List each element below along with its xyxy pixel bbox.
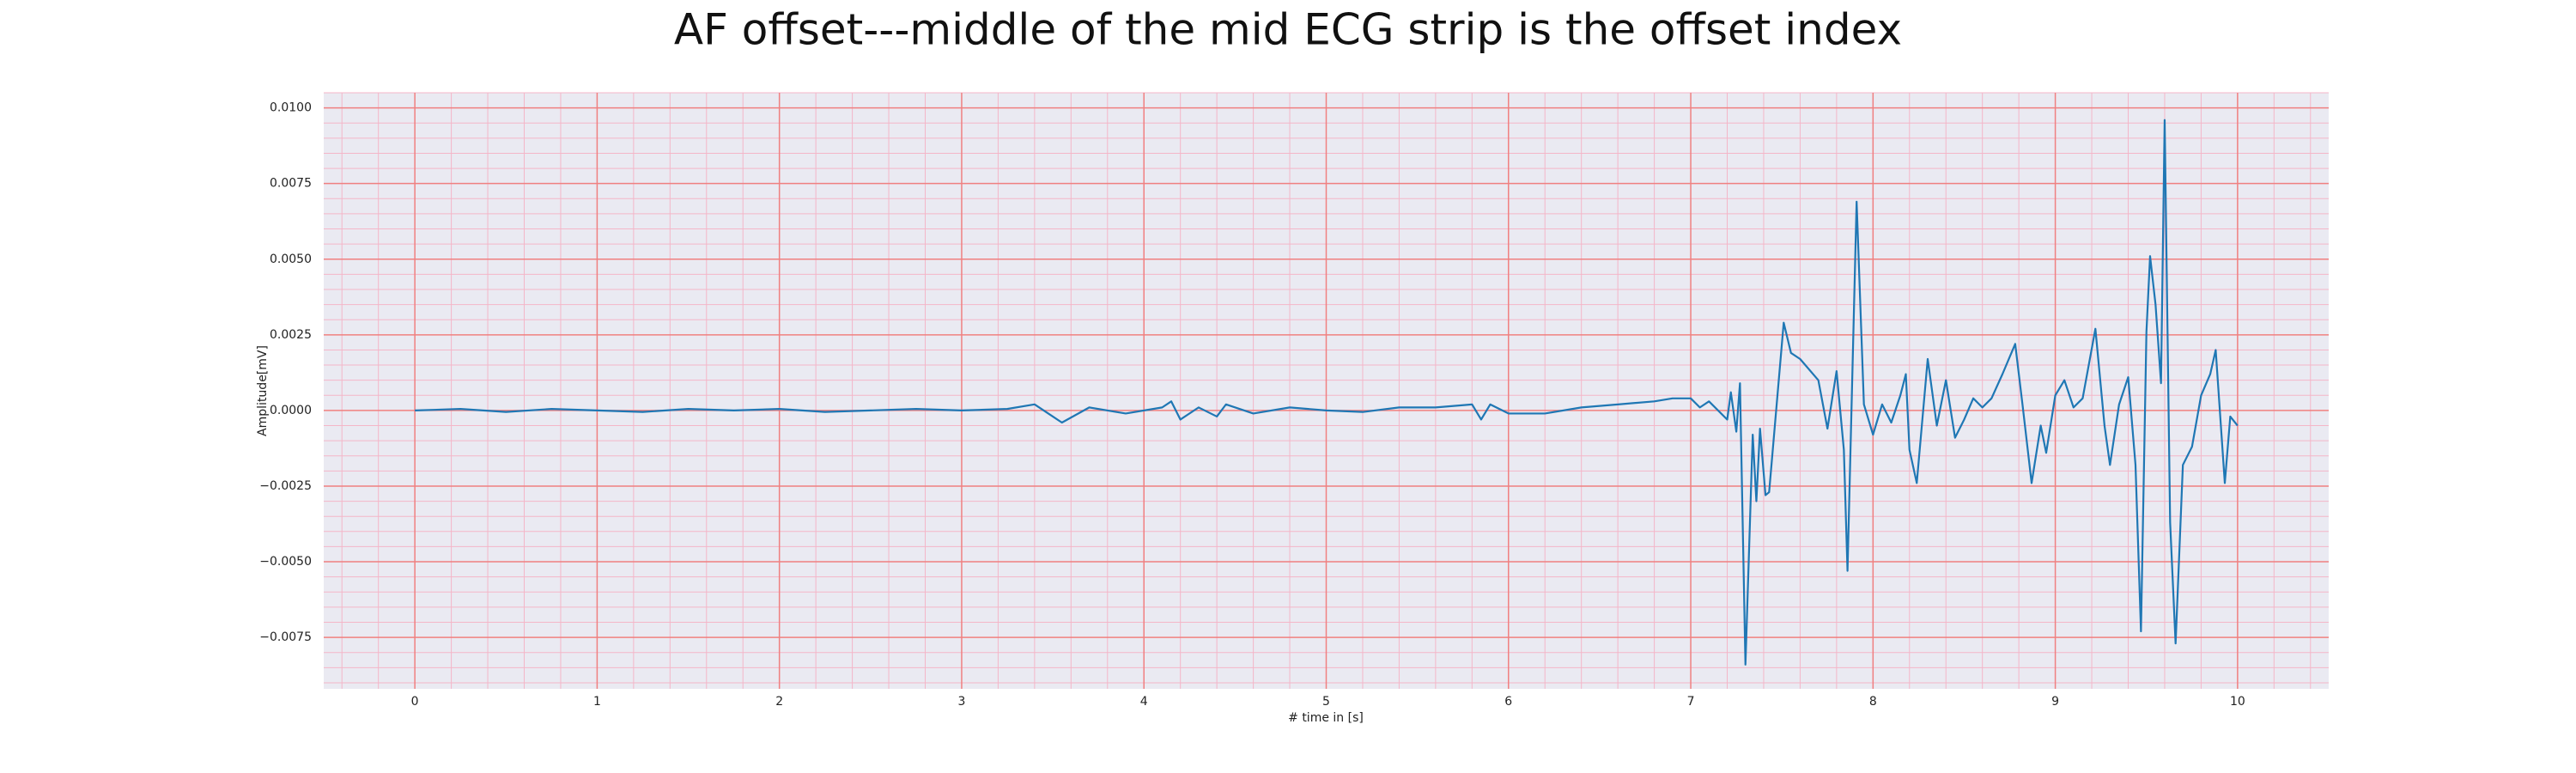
y-tick-label: 0.0100 [270,101,312,115]
y-tick-label: −0.0075 [259,630,312,644]
x-tick-label: 0 [411,695,419,709]
x-tick-label: 2 [775,695,783,709]
x-tick-label: 7 [1687,695,1695,709]
y-tick-label: 0.0000 [270,404,312,417]
y-tick-label: 0.0050 [270,253,312,266]
y-tick-label: −0.0025 [259,479,312,493]
y-axis-label: Amplitude[mV] [256,345,270,436]
x-tick-label: 3 [957,695,965,709]
y-tick-label: −0.0050 [259,555,312,569]
x-tick-label: 8 [1869,695,1877,709]
x-tick-label: 1 [593,695,601,709]
x-tick-label: 5 [1322,695,1330,709]
x-tick-label: 9 [2051,695,2059,709]
x-tick-label: 6 [1504,695,1512,709]
line-series [415,119,2239,666]
x-axis-label: # time in [s] [1288,711,1364,725]
y-tick-label: 0.0075 [270,177,312,191]
x-tick-label: 4 [1140,695,1148,709]
x-tick-label: 10 [2230,695,2245,709]
y-tick-label: 0.0025 [270,328,312,342]
chart-title: AF offset---middle of the mid ECG strip … [674,5,1902,55]
